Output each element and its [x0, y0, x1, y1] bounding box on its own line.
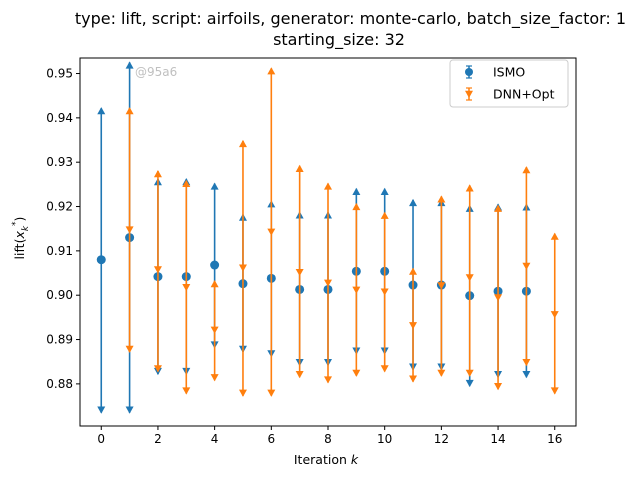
point-dnn-opt: [352, 286, 361, 294]
lower-cap-dnn-opt: [295, 371, 304, 379]
upper-cap-dnn-opt: [522, 166, 531, 174]
upper-cap-dnn-opt: [324, 182, 332, 190]
lower-cap-dnn-opt: [409, 375, 418, 383]
lower-cap-dnn-opt: [522, 359, 531, 367]
legend-label-dnn-opt: DNN+Opt: [493, 87, 555, 102]
lower-cap-dnn-opt: [352, 369, 361, 377]
point-dnn-opt: [153, 266, 162, 274]
point-dnn-opt: [409, 322, 418, 330]
upper-cap-dnn-opt: [437, 195, 446, 203]
y-axis-label: lift(xk*): [11, 217, 31, 260]
upper-cap-ismo: [409, 198, 418, 207]
legend-marker: [465, 68, 473, 76]
x-tick-label: 2: [154, 432, 162, 446]
upper-cap-dnn-opt: [267, 67, 276, 75]
legend-entry-dnn-opt: DNN+Opt: [465, 87, 555, 102]
lower-cap-dnn-opt: [153, 365, 162, 373]
y-tick-label: 0.91: [46, 244, 73, 258]
x-tick-label: 10: [377, 432, 392, 446]
upper-cap-dnn-opt: [409, 267, 418, 275]
y-tick-label: 0.95: [46, 67, 73, 81]
x-tick-label: 16: [547, 432, 562, 446]
lower-cap-dnn-opt: [494, 383, 503, 391]
y-tick-label: 0.92: [46, 200, 73, 214]
legend-entry-ismo: ISMO: [465, 65, 525, 80]
lower-cap-dnn-opt: [437, 369, 446, 377]
point-ismo: [210, 260, 220, 270]
watermark: @95a6: [135, 65, 177, 79]
point-dnn-opt: [522, 262, 531, 270]
point-dnn-opt: [125, 226, 134, 234]
lower-cap-dnn-opt: [125, 345, 134, 353]
lower-cap-dnn-opt: [324, 376, 332, 384]
lower-cap-ismo: [125, 406, 134, 414]
lower-cap-ismo: [97, 406, 106, 414]
lower-cap-ismo: [522, 371, 531, 379]
legend-marker: [465, 90, 473, 98]
upper-cap-dnn-opt: [494, 204, 503, 212]
legend: ISMO DNN+Opt: [449, 59, 569, 108]
legend-box: [449, 59, 569, 108]
series-ismo: [96, 61, 531, 414]
legend-label-ismo: ISMO: [493, 65, 525, 80]
y-tick-label: 0.89: [46, 333, 73, 347]
upper-cap-dnn-opt: [550, 232, 559, 240]
upper-cap-ismo: [210, 182, 219, 190]
chart-title-line1: type: lift, script: airfoils, generator:…: [75, 9, 626, 29]
point-dnn-opt: [210, 326, 219, 334]
point-dnn-opt: [465, 274, 474, 282]
x-tick-label: 14: [490, 432, 505, 446]
upper-cap-dnn-opt: [153, 170, 162, 178]
upper-cap-ismo: [97, 107, 106, 115]
x-tick-label: 8: [324, 432, 332, 446]
upper-cap-dnn-opt: [295, 164, 304, 172]
point-dnn-opt: [267, 228, 276, 236]
upper-cap-dnn-opt: [465, 184, 474, 192]
y-tick-label: 0.93: [46, 155, 73, 169]
point-dnn-opt: [550, 311, 559, 319]
upper-cap-ismo: [125, 61, 134, 69]
lower-cap-dnn-opt: [267, 389, 276, 397]
point-dnn-opt: [182, 284, 191, 292]
lower-cap-dnn-opt: [182, 387, 191, 395]
point-dnn-opt: [324, 279, 332, 287]
upper-cap-dnn-opt: [352, 202, 361, 211]
x-axis: 0 2 4 6 8 10 12 14 16: [97, 426, 562, 446]
upper-cap-ismo: [352, 187, 361, 195]
x-tick-label: 4: [211, 432, 219, 446]
lower-cap-ismo: [465, 379, 474, 388]
point-dnn-opt: [380, 288, 389, 296]
lower-cap-dnn-opt: [238, 389, 247, 397]
upper-cap-dnn-opt: [380, 211, 389, 219]
point-dnn-opt: [295, 268, 304, 277]
y-tick-label: 0.88: [46, 377, 73, 391]
y-axis: 0.88 0.89 0.90 0.91 0.92 0.93 0.94 0.95: [46, 67, 80, 391]
point-ismo: [96, 255, 106, 265]
lower-cap-dnn-opt: [550, 387, 559, 395]
series-dnn-opt: [125, 67, 559, 397]
chart-title-line2: starting_size: 32: [273, 30, 405, 50]
lower-cap-dnn-opt: [380, 365, 389, 373]
x-tick-label: 12: [434, 432, 449, 446]
lower-cap-dnn-opt: [210, 374, 219, 382]
point-dnn-opt: [494, 294, 503, 302]
lower-cap-dnn-opt: [465, 369, 474, 377]
upper-cap-dnn-opt: [182, 179, 191, 188]
y-tick-label: 0.94: [46, 111, 73, 125]
upper-cap-dnn-opt: [238, 139, 247, 148]
upper-cap-dnn-opt: [125, 107, 134, 115]
point-dnn-opt: [238, 264, 247, 272]
plot-area: [96, 61, 559, 414]
x-tick-label: 0: [97, 432, 105, 446]
upper-cap-dnn-opt: [210, 280, 219, 288]
x-tick-label: 6: [267, 432, 275, 446]
y-tick-label: 0.90: [46, 288, 73, 302]
upper-cap-ismo: [380, 187, 389, 195]
point-dnn-opt: [437, 282, 446, 290]
x-axis-label: Iteration k: [294, 452, 359, 467]
